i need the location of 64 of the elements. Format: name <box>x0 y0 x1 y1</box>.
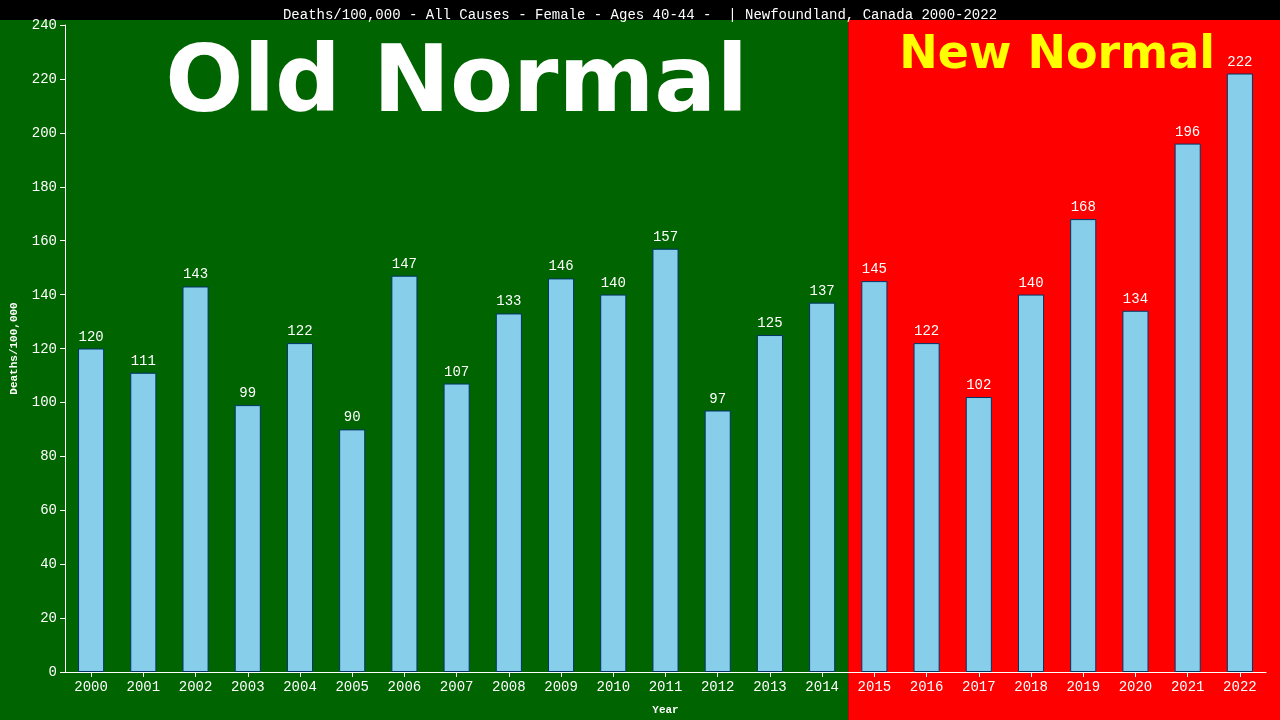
y-tick-label: 80 <box>40 448 57 465</box>
data-label: 147 <box>391 255 418 272</box>
y-tick-label: 120 <box>31 340 57 357</box>
x-tick-label: 2004 <box>283 679 317 695</box>
x-tick-label: 2000 <box>74 679 108 695</box>
y-tick-label: 220 <box>31 70 57 87</box>
y-tick-label: 160 <box>31 232 57 249</box>
y-axis-title: Deaths/100,000 <box>7 302 20 395</box>
x-tick-label: 2018 <box>1014 679 1048 695</box>
x-tick-label: 2015 <box>857 679 892 695</box>
data-label: 99 <box>239 385 257 402</box>
x-tick-label: 2007 <box>439 679 474 695</box>
data-label: 196 <box>1175 123 1201 140</box>
x-tick-label: 2022 <box>1223 679 1257 695</box>
data-label: 140 <box>1018 274 1044 291</box>
x-tick-label: 2011 <box>648 679 683 695</box>
x-tick-label: 2009 <box>544 679 578 695</box>
data-label: 222 <box>1227 53 1253 70</box>
data-label: 133 <box>496 293 522 310</box>
data-label: 140 <box>600 274 626 291</box>
data-label: 146 <box>548 258 574 275</box>
x-tick-label: 2006 <box>387 679 422 695</box>
y-tick-label: 240 <box>31 17 57 33</box>
x-tick-label: 2013 <box>753 679 787 695</box>
data-label: 125 <box>757 315 783 332</box>
x-tick-label: 2001 <box>126 679 161 695</box>
data-label: 122 <box>287 323 313 340</box>
data-label: 134 <box>1122 290 1149 307</box>
x-tick-label: 2008 <box>492 679 526 695</box>
y-tick-label: 60 <box>40 502 57 519</box>
data-label: 97 <box>709 390 727 407</box>
x-tick-label: 2019 <box>1066 679 1101 695</box>
y-tick-label: 180 <box>31 178 57 195</box>
x-axis-title: Year <box>652 703 679 716</box>
x-tick-label: 2005 <box>335 679 369 695</box>
x-tick-label: 2010 <box>596 679 631 695</box>
data-label: 143 <box>182 266 209 283</box>
x-tick-label: 2002 <box>178 679 213 695</box>
x-tick-label: 2021 <box>1170 679 1205 695</box>
data-label: 120 <box>78 328 104 345</box>
x-tick-label: 2017 <box>962 679 996 695</box>
y-tick-label: 140 <box>31 286 57 303</box>
data-label: 102 <box>966 377 992 394</box>
x-tick-label: 2020 <box>1118 679 1153 695</box>
band-label: Old Normal <box>165 25 748 133</box>
data-label: 145 <box>861 261 887 278</box>
data-label: 107 <box>444 363 470 380</box>
data-label: 168 <box>1070 199 1096 216</box>
data-label: 122 <box>913 323 940 340</box>
x-tick-label: 2012 <box>700 679 735 695</box>
y-tick-label: 100 <box>31 394 57 411</box>
data-label: 111 <box>130 352 156 369</box>
data-label: 137 <box>809 282 835 299</box>
x-tick-label: 2014 <box>805 679 839 695</box>
x-tick-label: 2003 <box>230 679 265 695</box>
y-tick-label: 40 <box>40 556 57 573</box>
chart-title: Deaths/100,000 - All Causes - Female - Ages 40-44 - | Newfoundland, Canada 2000-2022 <box>282 7 998 23</box>
y-tick-label: 20 <box>40 610 57 627</box>
y-tick-label: 200 <box>31 124 57 141</box>
band-label: New Normal <box>899 25 1215 79</box>
y-tick-label: 0 <box>48 664 57 680</box>
x-tick-label: 2016 <box>909 679 944 695</box>
data-label: 90 <box>343 409 361 426</box>
data-label: 157 <box>652 228 679 245</box>
